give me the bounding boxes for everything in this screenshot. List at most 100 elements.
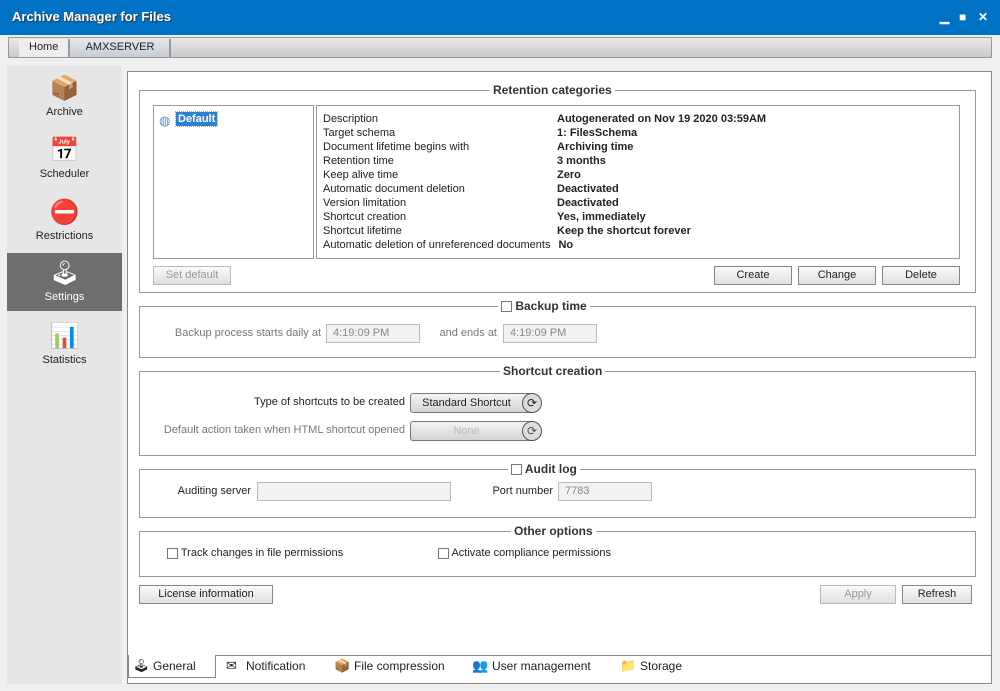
shortcut-action-value: None [453,425,480,437]
tab-user-management[interactable]: 👥 User management [468,655,591,678]
category-item-default[interactable]: Default [174,111,219,127]
detail-key: Shortcut creation [323,211,407,223]
sidebar-item-label: Archive [46,106,83,118]
cycle-icon[interactable]: ⟳ [522,393,542,413]
track-changes-label: Track changes in file permissions [180,547,344,559]
tab-file-compression[interactable]: 📦 File compression [330,655,445,678]
detail-value: Keep the shortcut forever [557,225,691,237]
tab-general[interactable]: 🕹 General [128,655,216,678]
change-button[interactable]: Change [798,266,876,285]
backup-end-value: 4:19:09 PM [510,327,567,339]
shortcut-title: Shortcut creation [500,364,606,378]
audit-checkbox[interactable] [511,464,522,476]
track-changes-checkbox[interactable] [167,547,178,559]
detail-value: No [558,239,574,251]
breadcrumb-home[interactable]: Home [19,39,71,57]
joystick-icon: 🕹 [49,260,80,287]
tab-label: File compression [354,659,445,673]
tab-label: General [153,659,196,673]
detail-key: Description [323,113,379,125]
auditing-server-label: Auditing server [177,485,251,497]
port-number-input[interactable]: 7783 [558,482,652,501]
backup-start-value: 4:19:09 PM [333,327,390,339]
shortcut-type-select[interactable]: Standard Shortcut ⟳ [410,393,542,413]
detail-value: Deactivated [557,197,619,209]
calendar-clock-icon: 📅 [49,137,80,164]
detail-value: 3 months [557,155,606,167]
sidebar-item-statistics[interactable]: 📊 Statistics [7,316,122,376]
retention-category-list[interactable]: ◍ Default [153,105,314,259]
detail-row: Keep alive time Zero [323,168,959,182]
apply-button[interactable]: Apply [820,585,896,604]
set-default-button[interactable]: Set default [153,266,231,285]
sidebar-item-label: Scheduler [39,168,90,180]
detail-key: Shortcut lifetime [323,225,402,237]
sidebar-item-archive[interactable]: 📦 Archive [7,68,122,128]
sidebar-item-restrictions[interactable]: ⛔ Restrictions [7,192,122,252]
sidebar-item-settings[interactable]: 🕹 Settings [7,253,122,311]
license-information-button[interactable]: License information [139,585,273,604]
other-options-title: Other options [511,524,596,538]
window-title: Archive Manager for Files [12,9,171,24]
compliance-checkbox[interactable] [438,547,449,559]
detail-row: Target schema 1: FilesSchema [323,126,959,140]
detail-value: 1: FilesSchema [557,127,638,139]
tab-label: Storage [640,659,683,673]
backup-start-label: Backup process starts daily at [174,327,321,339]
audit-title: Audit log [508,462,580,476]
detail-key: Keep alive time [323,169,399,181]
title-bar: Archive Manager for Files ▁ ■ ✕ [0,0,1000,35]
tab-notification[interactable]: ✉ Notification [222,655,305,678]
no-entry-icon: ⛔ [49,199,80,226]
backup-end-label: and ends at [439,327,498,339]
breadcrumb-server[interactable]: AMXSERVER [71,39,171,57]
detail-value: Deactivated [557,183,619,195]
package-icon: 📦 [334,658,351,673]
detail-value: Zero [557,169,581,181]
compliance-option[interactable]: Activate compliance permissions [438,547,611,559]
sidebar-item-scheduler[interactable]: 📅 Scheduler [7,130,122,190]
detail-key: Version limitation [323,197,407,209]
tab-storage[interactable]: 📁 Storage [616,655,682,678]
backup-start-time[interactable]: 4:19:09 PM [326,324,420,343]
minimize-icon[interactable]: ▁ [940,10,950,24]
backup-end-time[interactable]: 4:19:09 PM [503,324,597,343]
retention-details: Description Autogenerated on Nov 19 2020 … [316,105,960,259]
backup-checkbox[interactable] [501,301,512,313]
chart-icon: 📊 [49,323,80,350]
sidebar-item-label: Statistics [42,354,87,366]
detail-key: Target schema [323,127,396,139]
retention-group [139,90,976,293]
shortcut-action-select[interactable]: None ⟳ [410,421,542,441]
close-icon[interactable]: ✕ [978,10,989,24]
detail-row: Description Autogenerated on Nov 19 2020 … [323,112,959,126]
auditing-server-input[interactable] [257,482,451,501]
detail-row: Shortcut creation Yes, immediately [323,210,959,224]
other-options-group [139,531,976,577]
track-changes-option[interactable]: Track changes in file permissions [167,547,343,559]
detail-key: Automatic document deletion [323,183,465,195]
detail-key: Document lifetime begins with [323,141,470,153]
detail-key: Retention time [323,155,394,167]
detail-key: Automatic deletion of unreferenced docum… [323,239,551,251]
shortcut-action-label: Default action taken when HTML shortcut … [163,424,405,436]
sidebar-item-label: Settings [44,291,85,303]
detail-row: Automatic deletion of unreferenced docum… [323,238,959,252]
detail-value: Autogenerated on Nov 19 2020 03:59AM [557,113,767,125]
sidebar-item-label: Restrictions [35,230,94,242]
tab-strip-line [128,655,991,656]
detail-row: Shortcut lifetime Keep the shortcut forev… [323,224,959,238]
refresh-button[interactable]: Refresh [902,585,972,604]
cycle-icon[interactable]: ⟳ [522,421,542,441]
users-icon: 👥 [472,658,489,673]
joystick-icon: 🕹 [133,658,150,673]
port-number-label: Port number [492,485,553,497]
detail-row: Retention time 3 months [323,154,959,168]
create-button[interactable]: Create [714,266,792,285]
compliance-label: Activate compliance permissions [451,547,612,559]
port-number-value: 7783 [565,485,590,497]
breadcrumb: Home AMXSERVER [8,37,992,58]
detail-row: Version limitation Deactivated [323,196,959,210]
maximize-icon[interactable]: ■ [959,10,967,24]
delete-button[interactable]: Delete [882,266,960,285]
